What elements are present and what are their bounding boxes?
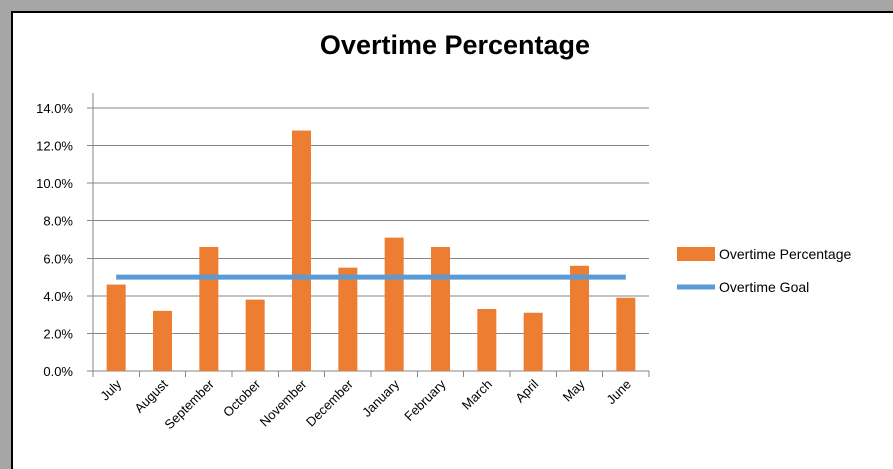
x-tick-label: June	[603, 377, 634, 408]
bar	[338, 267, 358, 371]
bar	[616, 297, 636, 371]
bar	[431, 247, 450, 371]
chart-title: Overtime Percentage	[319, 30, 591, 60]
legend-swatch-bar	[677, 247, 715, 261]
y-tick-label: 4.0%	[43, 289, 73, 304]
x-tick-label: August	[131, 376, 170, 415]
bar	[245, 299, 265, 371]
legend-label: Overtime Goal	[719, 279, 809, 295]
x-tick-label: January	[359, 376, 403, 420]
x-tick-label: May	[560, 376, 588, 404]
x-tick-label: February	[401, 376, 449, 424]
y-tick-label: 2.0%	[43, 326, 73, 341]
x-tick-label: March	[459, 377, 495, 413]
bar	[477, 309, 497, 371]
bar	[292, 130, 311, 371]
x-tick-label: April	[512, 376, 541, 405]
bar	[199, 247, 219, 371]
x-tick-label: December	[303, 376, 356, 429]
bar	[384, 237, 404, 371]
chart-area	[11, 11, 893, 469]
y-tick-label: 12.0%	[36, 139, 73, 154]
bar	[106, 284, 126, 371]
bar	[523, 312, 543, 371]
y-tick-label: 6.0%	[43, 251, 73, 266]
x-tick-label: September	[161, 376, 217, 432]
x-tick-label: July	[97, 376, 124, 403]
y-tick-label: 0.0%	[43, 364, 73, 379]
bar	[570, 265, 589, 371]
y-tick-label: 14.0%	[36, 101, 73, 116]
x-tick-label: October	[220, 376, 264, 420]
x-tick-label: November	[257, 376, 310, 429]
legend-label: Overtime Percentage	[719, 246, 851, 262]
bar	[153, 310, 172, 371]
y-tick-label: 10.0%	[36, 176, 73, 191]
y-tick-label: 8.0%	[43, 214, 73, 229]
